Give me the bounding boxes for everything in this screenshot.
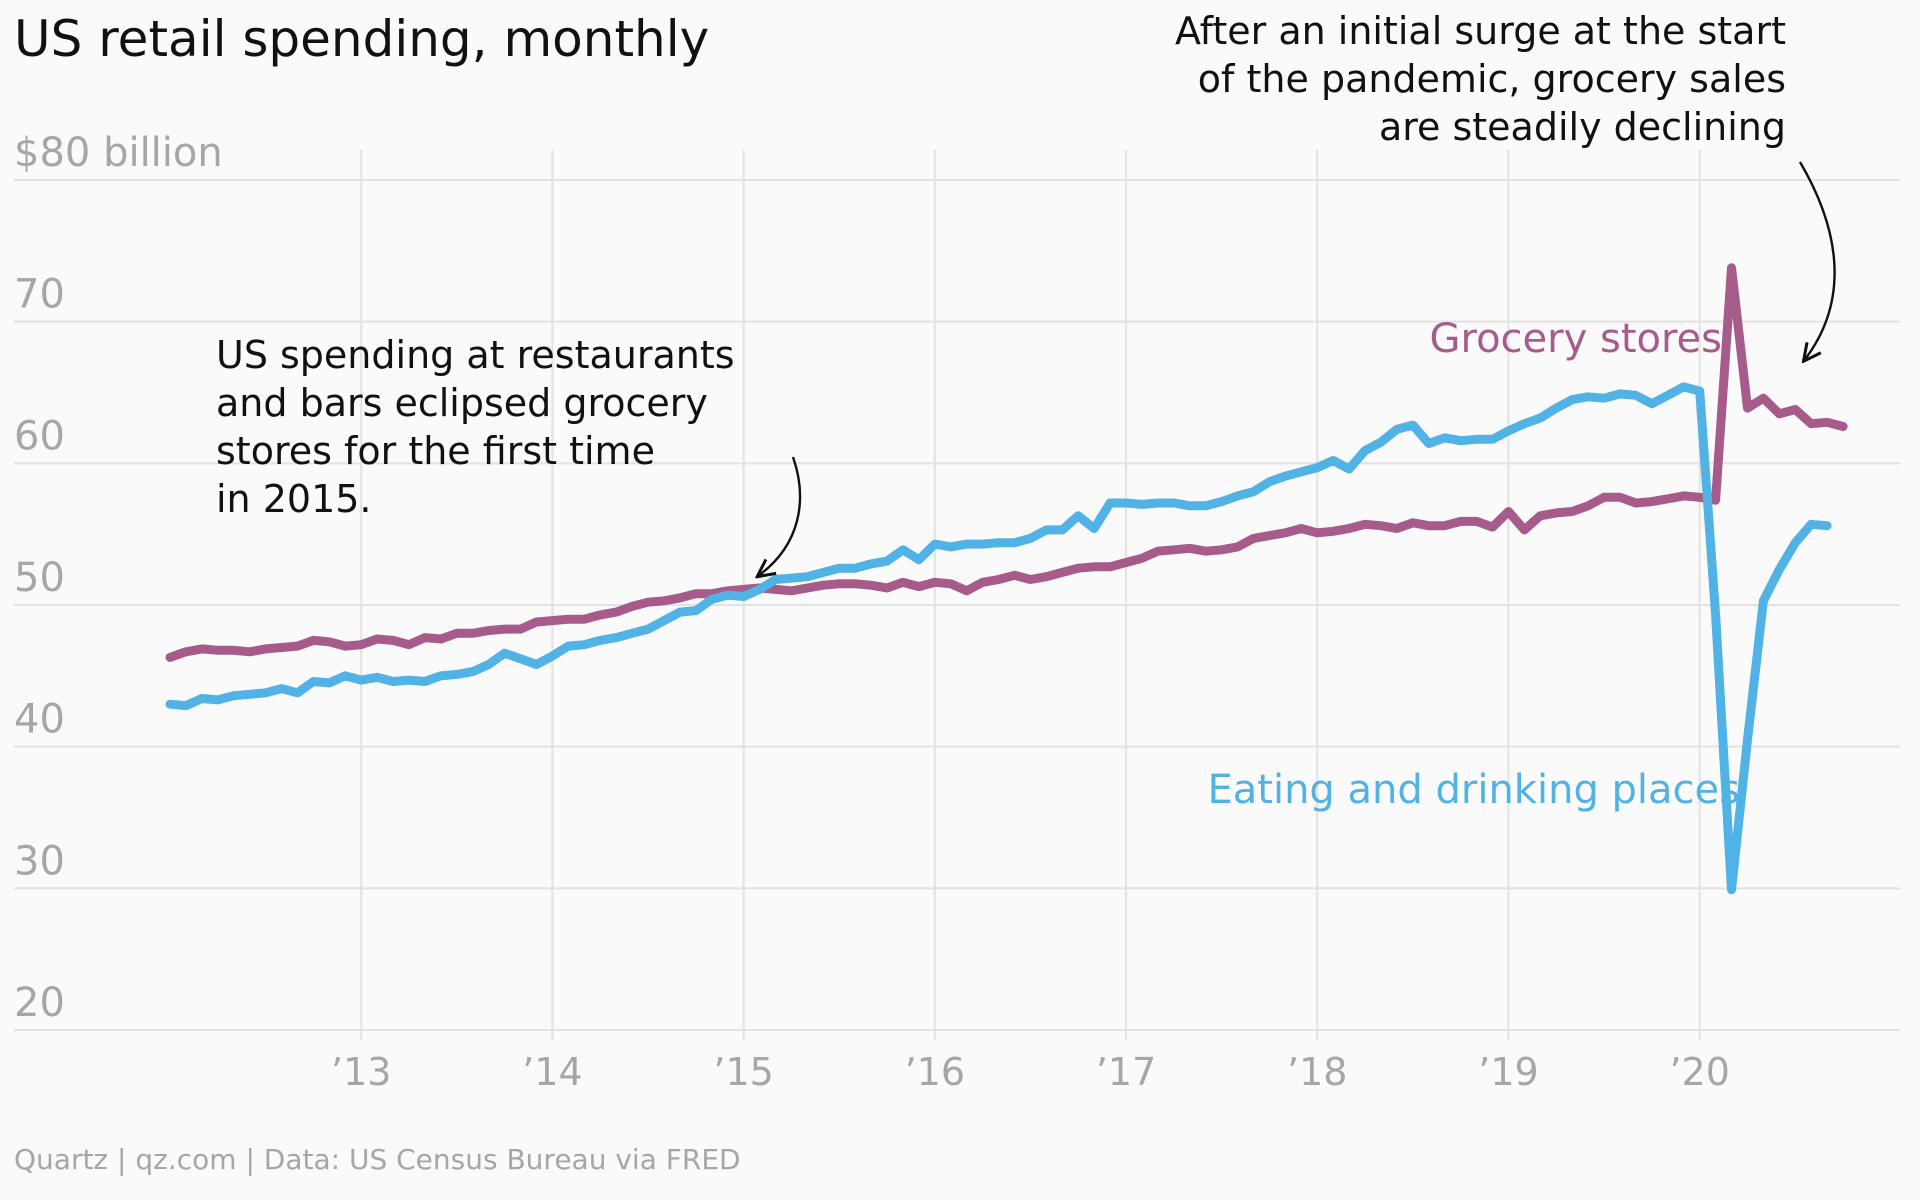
series-line-eating-drinking-places [165,382,1832,895]
y-tick-label: 40 [14,697,65,743]
x-tick-label: ’18 [1287,1050,1347,1094]
x-tick-label: ’15 [713,1050,773,1094]
y-tick-label: 30 [14,838,65,884]
chart-title: US retail spending, monthly [14,10,710,68]
annotation-text-line: stores for the first time [216,429,655,473]
y-tick-label: 70 [14,272,65,318]
annotation-text-line: in 2015. [216,477,372,521]
annotation-text-line: and bars eclipsed grocery [216,381,708,425]
x-tick-label: ’20 [1669,1050,1729,1094]
y-tick-label: 20 [14,980,65,1026]
annotation-text-line: are steadily declining [1379,105,1786,149]
annotation-text-line: of the pandemic, grocery sales [1198,57,1786,101]
x-tick-label: ’13 [331,1050,391,1094]
annotation-text-line: US spending at restaurants [216,333,735,377]
annotation-arrow [759,456,802,575]
y-tick-label: 60 [14,413,65,459]
y-tick-label: 50 [14,555,65,601]
source-note: Quartz | qz.com | Data: US Census Bureau… [14,1143,741,1176]
annotation-arrow [1798,161,1836,360]
series-line-grocery-stores [165,263,1848,662]
y-tick-label: $80 billion [14,130,223,176]
series-label-eating-drinking-places: Eating and drinking places [1208,767,1741,813]
series-label-grocery-stores: Grocery stores [1430,316,1722,362]
annotation-text-line: After an initial surge at the start [1175,9,1786,53]
x-tick-label: ’14 [522,1050,582,1094]
x-tick-label: ’17 [1096,1050,1156,1094]
x-tick-label: ’19 [1478,1050,1538,1094]
x-tick-label: ’16 [905,1050,965,1094]
